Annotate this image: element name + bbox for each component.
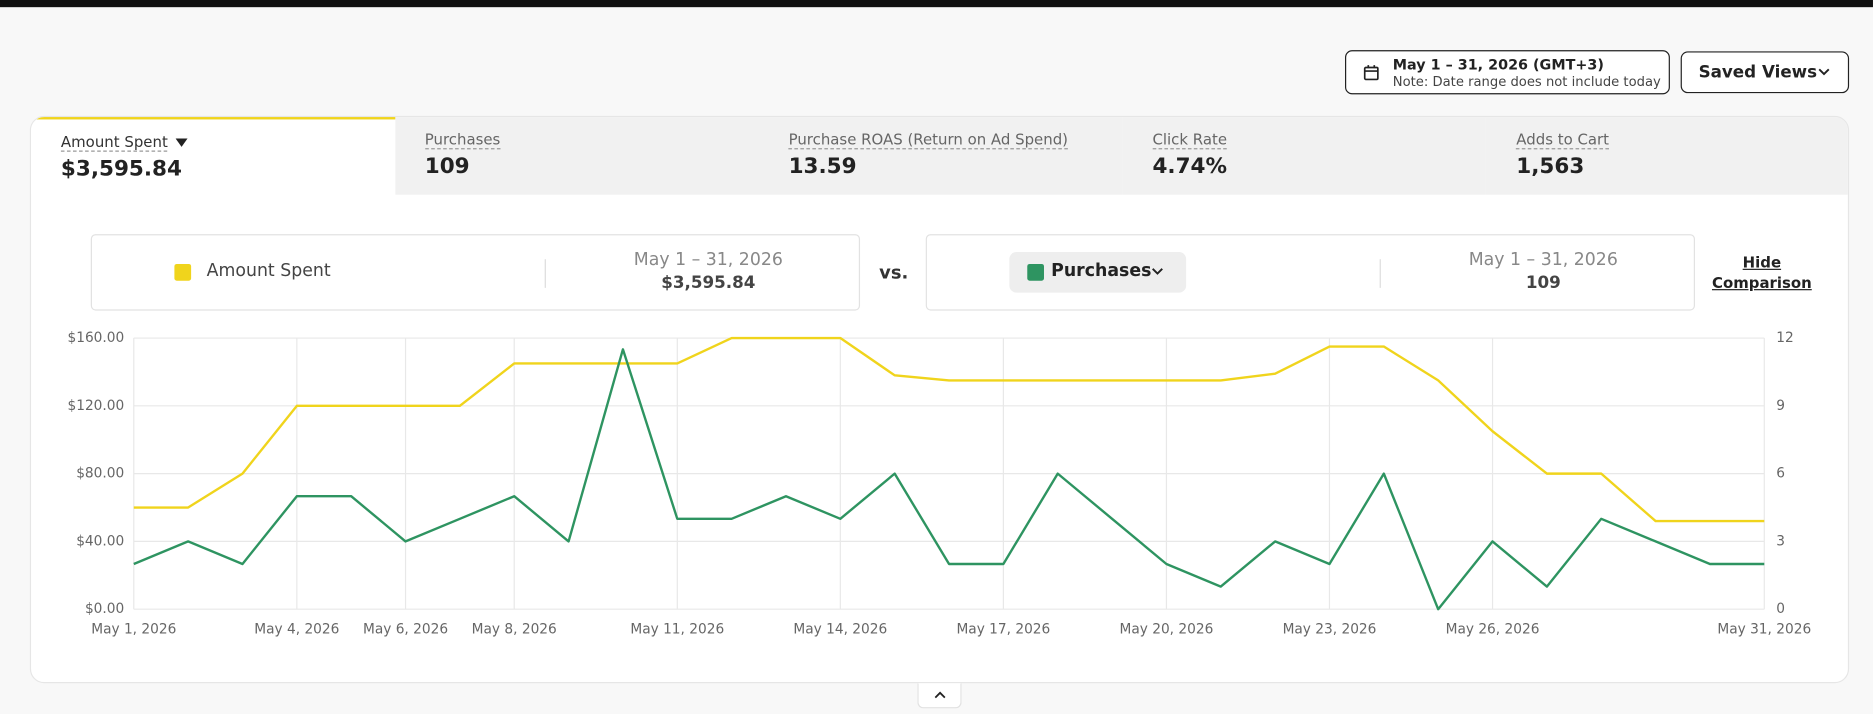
- legend-swatch: [174, 263, 192, 281]
- x-tick-label: May 1, 2026: [91, 622, 176, 638]
- legend-label: Purchases: [1051, 261, 1152, 281]
- period: May 1 – 31, 2026: [1468, 250, 1618, 270]
- metric-select[interactable]: Purchases: [1009, 252, 1187, 293]
- data-line: [133, 336, 1765, 523]
- tab-value: $3,595.84: [60, 156, 182, 182]
- dropdown-caret: [175, 138, 188, 147]
- chevron-icon: [1152, 268, 1163, 275]
- x-tick-label: May 20, 2026: [1120, 622, 1214, 638]
- legend-label: Amount Spent: [206, 261, 331, 281]
- saved-views-label: Saved Views: [1698, 63, 1818, 83]
- x-tick-label: May 11, 2026: [630, 622, 724, 638]
- tab-label: Amount Spent: [60, 132, 168, 152]
- tab-value: 1,563: [1516, 154, 1585, 180]
- period: May 1 – 31, 2026: [633, 250, 783, 270]
- x-tick-label: May 6, 2026: [363, 622, 448, 638]
- y2-tick-label: 0: [1776, 601, 1785, 617]
- metric-tab[interactable]: Adds to Cart 1,563: [1486, 117, 1848, 195]
- x-tick-label: May 4, 2026: [254, 622, 339, 638]
- top-bar: [0, 0, 1873, 8]
- vs-label: vs.: [879, 261, 909, 284]
- y-tick-label: $40.00: [76, 533, 124, 549]
- date-range-label: May 1 – 31, 2026 (GMT+3): [1392, 56, 1604, 73]
- metric-tab[interactable]: Click Rate 4.74%: [1122, 117, 1487, 195]
- primary-legend-box: Amount Spent May 1 – 31, 2026 $3,595.84: [90, 234, 861, 311]
- x-tick-label: May 8, 2026: [472, 622, 557, 638]
- metric-tab[interactable]: Amount Spent $3,595.84: [31, 117, 395, 195]
- data-line: [133, 348, 1765, 611]
- x-tick-label: May 23, 2026: [1283, 622, 1377, 638]
- x-tick-label: May 14, 2026: [793, 622, 887, 638]
- calendar-icon: [1363, 65, 1379, 81]
- tab-label: Click Rate: [1152, 130, 1228, 150]
- hide-comparison-link[interactable]: Hide Comparison: [1711, 253, 1812, 292]
- y-tick-label: $0.00: [85, 601, 124, 617]
- saved-views-button[interactable]: Saved Views: [1680, 51, 1850, 94]
- chart-card: Amount Spent $3,595.84 Purchases 109 Purchas…: [29, 115, 1850, 684]
- legend-swatch: [1027, 263, 1044, 281]
- date-range-note: Note: Date range does not include today: [1392, 74, 1661, 90]
- collapse-button[interactable]: [917, 683, 962, 709]
- tab-label: Adds to Cart: [1516, 130, 1610, 150]
- y-tick-label: $160.00: [67, 330, 124, 346]
- y2-tick-label: 9: [1776, 398, 1785, 414]
- x-tick-label: May 17, 2026: [956, 622, 1050, 638]
- divider: [1379, 259, 1381, 288]
- tab-label: Purchases: [424, 130, 501, 150]
- chevron-icon: [1818, 68, 1830, 76]
- metric-tab[interactable]: Purchases 109: [394, 117, 759, 195]
- tab-value: 4.74%: [1152, 154, 1228, 180]
- secondary-legend-box: Purchases May 1 – 31, 2026 109: [925, 234, 1695, 311]
- total: 109: [1525, 273, 1561, 293]
- x-tick-label: May 31, 2026: [1717, 622, 1811, 638]
- tab-label: Purchase ROAS (Return on Ad Spend): [788, 130, 1068, 150]
- y-tick-label: $120.00: [67, 398, 124, 414]
- metric-tab[interactable]: Purchase ROAS (Return on Ad Spend) 13.59: [758, 117, 1123, 195]
- y2-tick-label: 3: [1776, 533, 1785, 549]
- tab-value: 13.59: [788, 154, 857, 180]
- y2-tick-label: 6: [1776, 466, 1785, 482]
- chevron-up-icon: [934, 691, 946, 699]
- divider: [544, 259, 546, 288]
- tab-value: 109: [424, 154, 470, 180]
- total: $3,595.84: [661, 273, 756, 293]
- y-tick-label: $80.00: [76, 466, 124, 482]
- date-range-button[interactable]: May 1 – 31, 2026 (GMT+3) Note: Date rang…: [1345, 50, 1670, 95]
- y2-tick-label: 12: [1776, 330, 1793, 346]
- x-tick-label: May 26, 2026: [1446, 622, 1540, 638]
